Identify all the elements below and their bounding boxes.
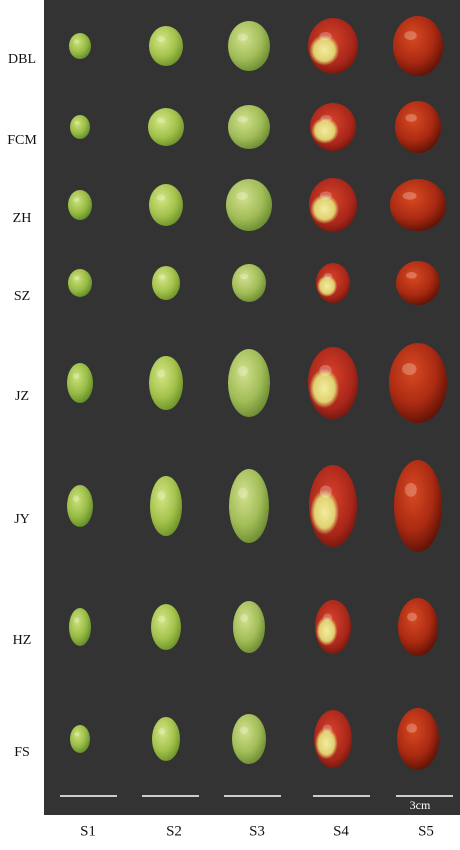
row-label: ZH [13,211,32,226]
fruit-highlight [404,31,417,40]
fruit-highlight [407,612,417,622]
fruit [68,190,92,220]
fruit-yellow-patch [316,275,338,297]
fruit-highlight [319,191,332,200]
fruit-highlight [319,32,332,41]
fruit-highlight [405,272,417,279]
row-label: FS [14,745,30,760]
fruit-highlight [73,197,80,202]
fruit-highlight [402,192,417,200]
fruit-highlight [323,613,333,622]
column-label: S5 [418,823,434,839]
fruit-highlight [237,116,248,123]
column-label: S2 [166,823,182,839]
fruit [232,264,266,302]
fruit [70,725,90,753]
fruit [70,115,90,139]
fruit [389,343,447,423]
fruit [228,21,270,71]
fruit [398,598,438,656]
fruit-yellow-patch [309,34,340,66]
fruit [396,261,440,305]
fruit-yellow-patch [309,368,340,409]
fruit [149,184,183,226]
fruit-highlight [402,363,417,375]
fruit-highlight [240,614,249,622]
fruit-yellow-patch [315,616,338,646]
fruit-highlight [238,487,248,499]
fruit-highlight [404,483,417,497]
fruit-highlight [156,194,166,201]
scale-label: 3cm [410,798,431,812]
fruit-highlight [157,615,166,623]
fruit [152,717,180,761]
row-label: SZ [14,289,30,304]
fruit [67,363,93,403]
fruit-highlight [320,115,332,123]
fruit-highlight [319,485,332,498]
fruit [397,708,439,770]
fruit-highlight [237,33,248,41]
fruit [148,108,184,146]
fruit [152,266,180,300]
row-label: FCM [7,133,37,148]
fruit [151,604,181,650]
fruit-highlight [73,39,80,44]
fruit [229,469,269,543]
fruit-highlight [158,728,166,735]
column-label: S3 [249,823,265,839]
fruit-highlight [72,495,80,502]
fruit [228,349,270,417]
fruit-yellow-patch [310,489,339,535]
row-label: JZ [15,389,29,404]
fruit-highlight [322,724,333,734]
fruit-highlight [156,36,166,42]
fruit [68,269,92,297]
fruit [67,485,93,527]
fruit-highlight [319,365,332,376]
fruit-highlight [236,192,248,200]
column-label: S1 [80,823,96,839]
fruit [393,16,443,76]
fruit-highlight [72,373,80,379]
fruit-highlight [156,117,166,124]
fruit-highlight [73,276,80,281]
fruit-highlight [73,617,80,624]
fruit [232,714,266,764]
row-label: DBL [8,52,36,67]
fruit-yellow-patch [311,117,339,144]
column-label: S4 [333,823,349,839]
fruit [149,356,183,410]
fruit [394,460,442,552]
fruit-highlight [157,491,166,500]
fruit-yellow-patch [314,727,338,760]
fruit-highlight [239,273,249,280]
fruit-highlight [156,369,166,378]
fruit [395,101,441,153]
fruit-highlight [406,723,417,733]
fruit-highlight [158,274,166,280]
labels: DBL FCM ZH SZ JZ JY HZ FS S1 S2 S3 S4 S5 3cm [7,52,453,839]
fruit-highlight [74,121,80,125]
fruit-grid [67,16,447,770]
fruit [226,179,272,231]
row-label: HZ [13,633,32,648]
fruit [390,179,446,231]
fruit-yellow-patch [310,194,339,224]
fruit-highlight [405,114,417,122]
fruit [233,601,265,653]
fruit [150,476,182,536]
fruit-highlight [237,366,248,377]
fruit-highlight [323,273,333,279]
fruit [228,105,270,149]
fruit [69,608,91,646]
fruit [149,26,183,66]
fruit [69,33,91,59]
fruit-highlight [74,732,80,737]
fruit-highlight [239,726,249,734]
row-label: JY [14,512,30,527]
